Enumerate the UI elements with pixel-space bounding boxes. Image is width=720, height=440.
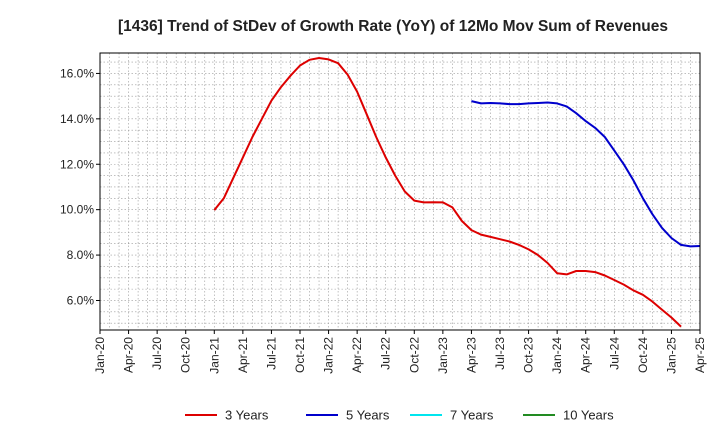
x-tick-label: Jan-23 [436,337,450,374]
x-tick-label: Apr-25 [693,337,707,373]
x-tick-label: Jan-21 [207,337,221,374]
x-tick-label: Jul-20 [150,337,164,370]
x-tick-label: Oct-24 [636,337,650,373]
x-tick-label: Jul-23 [493,337,507,370]
x-tick-label: Apr-24 [579,337,593,373]
y-tick-label: 14.0% [60,112,94,126]
chart-title: [1436] Trend of StDev of Growth Rate (Yo… [118,18,668,35]
y-tick-label: 16.0% [60,66,94,80]
legend-label-10-years: 10 Years [563,408,614,423]
series-lines [213,57,701,328]
y-tick-label: 6.0% [67,293,95,307]
x-tick-label: Jan-25 [664,337,678,374]
y-tick-label: 8.0% [67,248,95,262]
y-axis: 6.0% 8.0% 10.0% 12.0% 14.0% 16.0% [60,66,100,307]
plot-frame [99,52,701,331]
grid [100,53,700,330]
series-line-5-years [471,100,701,248]
x-tick-label: Apr-20 [122,337,136,373]
x-tick-label: Apr-22 [350,337,364,373]
y-tick-label: 10.0% [60,203,94,217]
x-tick-label: Oct-20 [179,337,193,373]
x-tick-label: Jan-20 [93,337,107,374]
legend: 3 Years 5 Years 7 Years 10 Years [185,408,614,423]
legend-label-5-years: 5 Years [346,408,390,423]
legend-label-7-years: 7 Years [450,408,494,423]
x-tick-label: Jul-24 [607,337,621,370]
x-tick-label: Oct-21 [293,337,307,373]
x-tick-label: Apr-21 [236,337,250,373]
x-tick-label: Oct-22 [407,337,421,373]
x-tick-label: Oct-23 [522,337,536,373]
x-tick-label: Jan-24 [550,337,564,374]
y-tick-label: 12.0% [60,157,94,171]
legend-label-3-years: 3 Years [225,408,269,423]
x-tick-label: Jul-21 [264,337,278,370]
series-line-3-years [213,57,682,328]
x-tick-label: Jan-22 [322,337,336,374]
x-tick-label: Apr-23 [464,337,478,373]
x-axis: Jan-20 Apr-20 Jul-20 Oct-20 Jan-21 Apr-21 Jul-… [93,330,707,374]
x-tick-label: Jul-22 [379,337,393,370]
